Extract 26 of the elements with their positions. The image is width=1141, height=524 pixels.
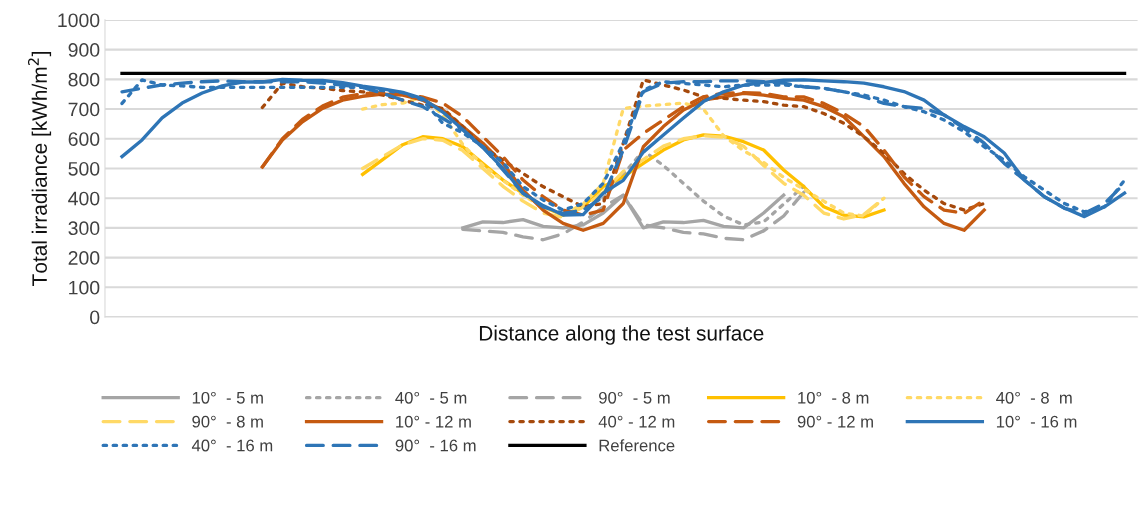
legend-label: 10° - 12 m <box>396 415 471 428</box>
y-tick-label: 700 <box>68 102 100 117</box>
legend-label: 90° - 16 m <box>395 439 476 452</box>
legend-label: 90° - 12 m <box>797 415 873 428</box>
legend-label: 90° - 5 m <box>599 391 670 404</box>
y-tick-label: 300 <box>68 221 100 236</box>
legend-label: Reference <box>599 439 675 452</box>
legend-label: 40° - 16 m <box>191 439 273 452</box>
y-axis-title: Total irradiance [kWh/m$^{2}$] <box>27 52 52 286</box>
y-tick-label: 600 <box>68 132 100 146</box>
x-axis-title: Distance along the test surface <box>479 325 764 345</box>
legend-label: 40° - 12 m <box>598 415 675 428</box>
y-tick-label: 100 <box>69 280 100 295</box>
legend-label: 10° - 5 m <box>192 391 263 404</box>
y-tick-label: 800 <box>68 72 100 87</box>
y-tick-label: 900 <box>68 43 100 57</box>
legend-label: 90° - 8 m <box>192 415 263 428</box>
y-tick-label: 500 <box>68 161 100 176</box>
y-tick-label: 0 <box>90 310 100 325</box>
legend-label: 10° - 8 m <box>798 391 869 404</box>
legend-label: 40° - 8 m <box>996 391 1072 404</box>
y-tick-label: 200 <box>68 251 100 265</box>
y-tick-label: 1000 <box>58 13 100 28</box>
legend-label: 10° - 16 m <box>996 415 1077 428</box>
y-tick-label: 400 <box>68 191 100 206</box>
legend-label: 40° - 5 m <box>395 391 467 404</box>
